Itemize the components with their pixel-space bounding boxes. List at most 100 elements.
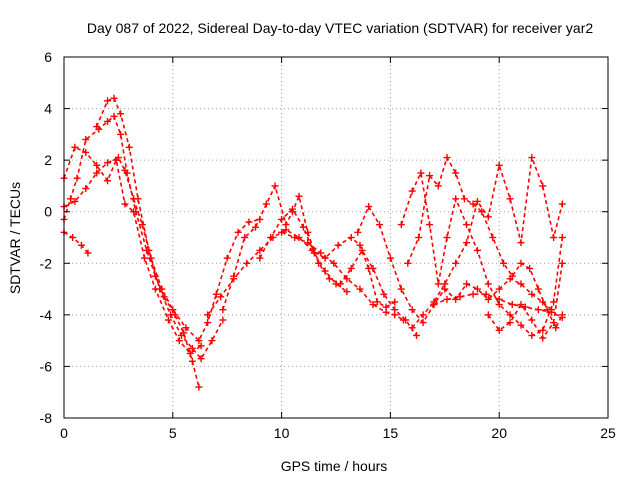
data-point — [473, 197, 481, 205]
data-point — [469, 290, 477, 298]
series-trace — [63, 231, 89, 254]
data-point — [358, 246, 366, 254]
data-point — [204, 311, 212, 319]
series-trace — [63, 156, 260, 342]
data-point — [219, 306, 227, 314]
data-point — [426, 221, 434, 229]
data-point — [500, 259, 508, 267]
data-point — [110, 94, 118, 102]
data-point — [399, 316, 407, 324]
data-point — [262, 200, 270, 208]
data-point — [230, 272, 238, 280]
y-tick-label: -6 — [40, 358, 53, 374]
data-point — [517, 239, 525, 247]
data-point — [365, 203, 373, 211]
x-tick-label: 20 — [491, 425, 507, 441]
data-point — [408, 187, 416, 195]
data-point — [550, 234, 558, 241]
data-point — [506, 319, 514, 327]
data-point — [278, 228, 286, 236]
data-point — [212, 290, 220, 298]
data-point — [354, 228, 362, 236]
data-point — [443, 154, 451, 162]
data-point — [310, 249, 318, 257]
data-point — [167, 311, 175, 319]
data-point — [408, 324, 416, 332]
data-point — [317, 249, 325, 257]
data-point — [539, 326, 547, 334]
data-point — [223, 254, 231, 262]
data-point — [241, 234, 249, 241]
data-point — [460, 195, 468, 203]
data-point — [463, 239, 471, 247]
series-sat-2 — [60, 143, 205, 358]
series-trace — [63, 146, 202, 355]
data-point — [299, 223, 307, 231]
series-trace — [206, 229, 396, 316]
data-point — [219, 316, 227, 324]
data-point — [158, 285, 166, 293]
data-point — [547, 308, 555, 316]
data-point — [332, 280, 340, 288]
data-point — [164, 316, 172, 324]
data-point — [125, 143, 133, 151]
series-sat-1 — [60, 112, 203, 391]
data-point — [495, 326, 503, 334]
data-point — [417, 169, 425, 177]
data-point — [382, 308, 390, 316]
data-point — [434, 182, 442, 190]
data-point — [517, 321, 525, 329]
data-point — [495, 295, 503, 303]
data-point — [347, 264, 355, 272]
data-point — [543, 306, 551, 314]
data-point — [404, 259, 412, 267]
data-point — [93, 123, 101, 131]
data-point — [376, 221, 384, 229]
data-point — [539, 334, 547, 342]
data-point — [104, 177, 112, 185]
data-point — [182, 324, 190, 332]
axes: 0 5 10 15 20 25 -8 -6 -4 -2 0 2 4 6 — [40, 49, 616, 441]
data-point — [204, 319, 212, 327]
series-trace — [281, 231, 404, 321]
data-point — [330, 259, 338, 267]
data-point — [526, 264, 534, 272]
data-point — [373, 298, 381, 306]
y-tick-label: 0 — [44, 204, 52, 220]
data-point — [93, 169, 101, 177]
data-point — [217, 293, 225, 301]
data-point — [110, 112, 118, 120]
data-point — [188, 357, 196, 365]
data-point — [84, 249, 92, 257]
data-point — [528, 331, 536, 339]
data-point — [369, 301, 377, 309]
data-point — [517, 280, 525, 288]
data-point — [291, 234, 299, 241]
data-point — [282, 221, 290, 229]
data-point — [413, 331, 421, 339]
series-trace — [487, 263, 564, 339]
data-point — [508, 301, 516, 309]
data-point — [278, 215, 286, 223]
data-point — [321, 267, 329, 275]
data-point — [73, 174, 81, 182]
data-point — [452, 259, 460, 267]
data-point — [517, 259, 525, 267]
data-point — [539, 182, 547, 190]
data-point — [508, 272, 516, 280]
data-point — [121, 166, 129, 174]
data-point — [71, 143, 79, 151]
y-tick-label: 2 — [44, 152, 52, 168]
data-point — [256, 254, 264, 262]
x-tick-label: 10 — [274, 425, 290, 441]
data-point — [463, 221, 471, 229]
data-point — [391, 311, 399, 319]
data-point — [82, 148, 90, 156]
data-point — [534, 285, 542, 293]
data-point — [534, 306, 542, 314]
series-trace — [433, 293, 563, 319]
series-sat-14 — [430, 290, 566, 321]
data-point — [528, 154, 536, 162]
data-point — [138, 221, 146, 229]
